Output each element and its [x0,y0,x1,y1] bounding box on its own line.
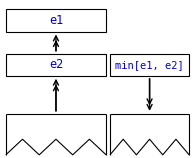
Text: min[e1, e2]: min[e1, e2] [115,60,184,70]
Bar [6,9,106,32]
Text: e1: e1 [49,14,63,27]
Bar [6,54,106,76]
Text: e2: e2 [49,58,63,71]
Bar [110,54,189,76]
